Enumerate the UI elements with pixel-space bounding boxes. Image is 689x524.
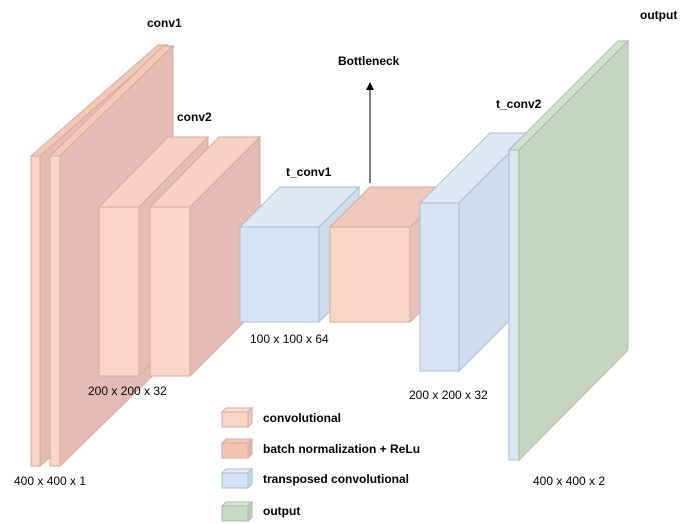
conv1-label: conv1 bbox=[147, 16, 182, 30]
legend-item-convolutional: convolutional bbox=[220, 406, 341, 429]
legend-label-transposed: transposed convolutional bbox=[263, 472, 409, 486]
output-label: output bbox=[640, 8, 677, 22]
legend-swatch-transposed bbox=[221, 472, 249, 489]
legend-swatch-transposed-top bbox=[220, 468, 254, 474]
legend-label-convolutional: convolutional bbox=[263, 411, 341, 425]
conv1-slab-1-front bbox=[30, 155, 41, 467]
conv2-slab-1-front bbox=[98, 206, 140, 377]
conv2-slab-2-front bbox=[149, 206, 191, 377]
legend-swatch-transposed-side bbox=[247, 467, 253, 490]
legend-swatch-output-top bbox=[220, 501, 254, 507]
bottleneck-front bbox=[329, 226, 411, 323]
legend-swatch-convolutional-side bbox=[247, 406, 253, 429]
t-conv1-label: t_conv1 bbox=[286, 165, 332, 179]
t-conv2-front bbox=[419, 202, 460, 372]
legend-item-transposed: transposed convolutional bbox=[220, 467, 409, 490]
output-dim-label: 400 x 400 x 2 bbox=[533, 474, 605, 488]
bottleneck-label: Bottleneck bbox=[338, 54, 400, 68]
conv1-slab-2-front bbox=[49, 155, 61, 467]
legend-label-batchnorm: batch normalization + ReLu bbox=[263, 442, 420, 456]
legend-item-output: output bbox=[220, 500, 300, 523]
t-conv1-front bbox=[239, 226, 320, 323]
t-conv1-dim-label: 100 x 100 x 64 bbox=[250, 332, 329, 346]
legend-swatch-batchnorm bbox=[221, 442, 249, 459]
legend-item-batchnorm: batch normalization + ReLu bbox=[220, 437, 420, 460]
output-slab-1-front bbox=[508, 149, 520, 461]
conv2-label: conv2 bbox=[177, 110, 212, 124]
legend-swatch-convolutional bbox=[221, 411, 249, 428]
conv2-block bbox=[97, 135, 262, 378]
t-conv2-label: t_conv2 bbox=[496, 97, 542, 111]
t-conv2-dim-label: 200 x 200 x 32 bbox=[409, 388, 488, 402]
legend-swatch-batchnorm-side bbox=[247, 437, 253, 460]
legend-swatch-output bbox=[221, 505, 249, 522]
legend: convolutional batch normalization + ReLu… bbox=[220, 406, 420, 523]
conv2-dim-label: 200 x 200 x 32 bbox=[88, 384, 167, 398]
output-slab-side bbox=[518, 39, 629, 462]
output-block bbox=[507, 39, 630, 462]
input-dim-label: 400 x 400 x 1 bbox=[14, 474, 86, 488]
legend-swatch-output-side bbox=[247, 500, 253, 523]
legend-label-output: output bbox=[263, 504, 300, 518]
legend-swatch-batchnorm-top bbox=[220, 438, 254, 444]
legend-swatch-convolutional-top bbox=[220, 407, 254, 413]
